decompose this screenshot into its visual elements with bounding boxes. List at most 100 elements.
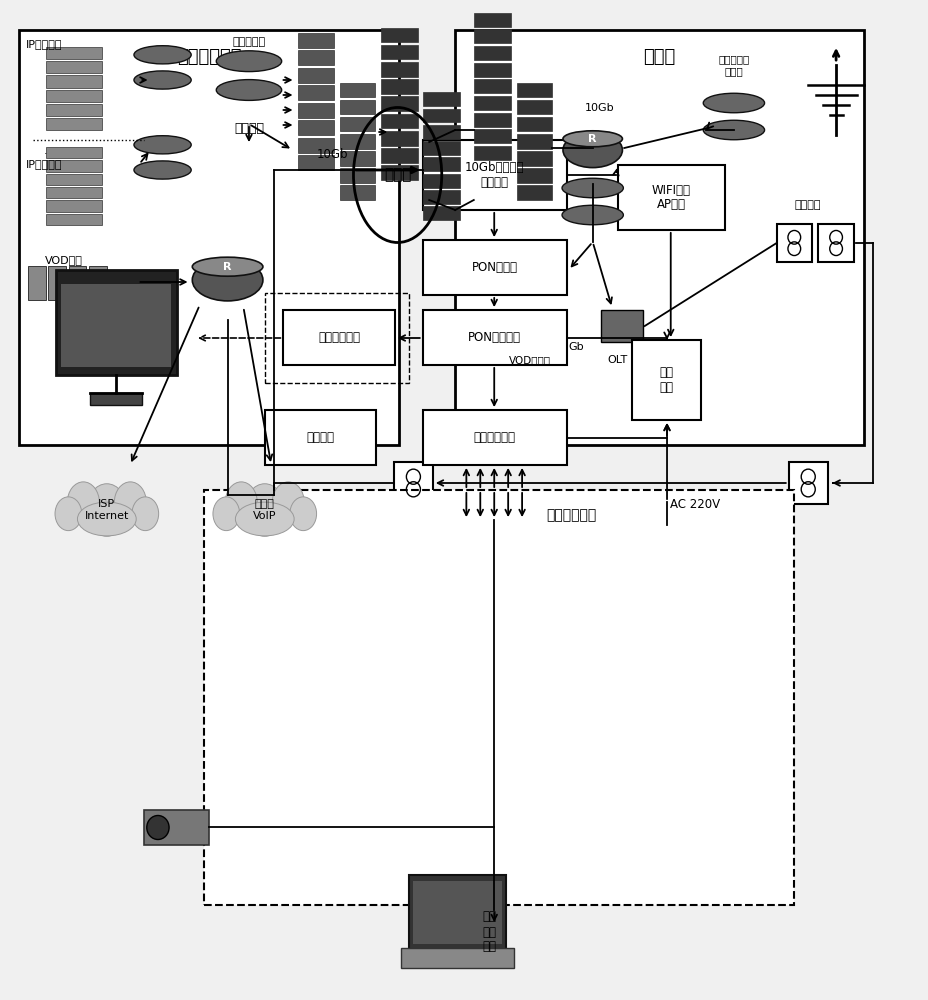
FancyBboxPatch shape — [516, 117, 551, 131]
FancyBboxPatch shape — [28, 266, 45, 300]
Ellipse shape — [216, 80, 281, 100]
FancyBboxPatch shape — [46, 174, 102, 185]
FancyBboxPatch shape — [422, 125, 459, 139]
Ellipse shape — [702, 120, 764, 140]
FancyBboxPatch shape — [422, 157, 459, 171]
FancyBboxPatch shape — [788, 462, 827, 504]
FancyBboxPatch shape — [516, 83, 551, 97]
Ellipse shape — [134, 161, 191, 179]
FancyBboxPatch shape — [298, 103, 333, 117]
FancyBboxPatch shape — [380, 148, 418, 163]
FancyBboxPatch shape — [298, 33, 333, 47]
FancyBboxPatch shape — [401, 948, 513, 968]
Ellipse shape — [55, 497, 82, 531]
Ellipse shape — [134, 71, 191, 89]
FancyBboxPatch shape — [144, 810, 209, 845]
FancyBboxPatch shape — [422, 310, 566, 365]
FancyBboxPatch shape — [631, 340, 701, 420]
Text: 10Gb: 10Gb — [584, 103, 613, 113]
FancyBboxPatch shape — [600, 310, 642, 342]
FancyBboxPatch shape — [516, 151, 551, 166]
FancyBboxPatch shape — [422, 92, 459, 106]
FancyBboxPatch shape — [473, 96, 510, 110]
FancyBboxPatch shape — [298, 68, 333, 83]
Ellipse shape — [702, 93, 764, 113]
Text: PON光模块: PON光模块 — [471, 261, 517, 274]
Text: WIFI无线
AP模块: WIFI无线 AP模块 — [651, 184, 690, 212]
Ellipse shape — [216, 51, 281, 72]
FancyBboxPatch shape — [69, 266, 86, 300]
Text: 光合波器: 光合波器 — [794, 200, 820, 210]
FancyBboxPatch shape — [473, 13, 510, 27]
FancyBboxPatch shape — [380, 62, 418, 77]
FancyBboxPatch shape — [473, 112, 510, 127]
FancyBboxPatch shape — [546, 310, 561, 340]
FancyBboxPatch shape — [422, 109, 459, 122]
FancyBboxPatch shape — [473, 29, 510, 43]
FancyBboxPatch shape — [46, 200, 102, 212]
Ellipse shape — [77, 502, 136, 536]
Text: 10Gb光接收和
处理模块: 10Gb光接收和 处理模块 — [464, 161, 524, 189]
FancyBboxPatch shape — [340, 185, 375, 200]
FancyBboxPatch shape — [422, 174, 459, 188]
Text: VOD平台: VOD平台 — [45, 255, 83, 265]
Ellipse shape — [225, 482, 257, 523]
FancyBboxPatch shape — [473, 62, 510, 77]
FancyBboxPatch shape — [509, 310, 524, 340]
FancyBboxPatch shape — [46, 61, 102, 73]
FancyBboxPatch shape — [422, 206, 459, 220]
FancyBboxPatch shape — [204, 490, 793, 905]
FancyBboxPatch shape — [422, 190, 459, 204]
FancyBboxPatch shape — [56, 270, 176, 375]
Text: IP编码复用: IP编码复用 — [26, 39, 62, 49]
Text: 数据发送前端: 数据发送前端 — [176, 48, 241, 66]
Ellipse shape — [192, 259, 263, 301]
FancyBboxPatch shape — [473, 129, 510, 143]
FancyBboxPatch shape — [298, 50, 333, 65]
FancyBboxPatch shape — [527, 310, 543, 340]
FancyBboxPatch shape — [473, 46, 510, 60]
Ellipse shape — [561, 205, 623, 225]
Text: 其它
数据
接口: 其它 数据 接口 — [482, 910, 496, 954]
FancyBboxPatch shape — [455, 30, 863, 445]
Text: Gb: Gb — [568, 342, 583, 352]
FancyBboxPatch shape — [380, 28, 418, 42]
Text: VOD分平台: VOD分平台 — [508, 355, 550, 365]
FancyBboxPatch shape — [818, 224, 853, 262]
FancyBboxPatch shape — [413, 881, 501, 944]
Text: 传输网: 传输网 — [383, 167, 411, 182]
FancyBboxPatch shape — [380, 45, 418, 59]
FancyBboxPatch shape — [46, 90, 102, 102]
FancyBboxPatch shape — [298, 85, 333, 100]
FancyBboxPatch shape — [89, 266, 107, 300]
FancyBboxPatch shape — [46, 118, 102, 130]
FancyBboxPatch shape — [408, 875, 506, 950]
FancyBboxPatch shape — [46, 187, 102, 198]
Ellipse shape — [192, 257, 263, 276]
Text: 网络交换模块: 网络交换模块 — [473, 431, 515, 444]
FancyBboxPatch shape — [19, 30, 399, 445]
Ellipse shape — [290, 497, 316, 531]
FancyBboxPatch shape — [422, 240, 566, 295]
FancyBboxPatch shape — [46, 214, 102, 225]
Circle shape — [147, 816, 169, 840]
Ellipse shape — [134, 136, 191, 154]
FancyBboxPatch shape — [340, 100, 375, 114]
Ellipse shape — [562, 131, 622, 147]
FancyBboxPatch shape — [298, 120, 333, 135]
FancyBboxPatch shape — [422, 141, 459, 155]
FancyBboxPatch shape — [380, 131, 418, 146]
Text: 媒体处理芯片: 媒体处理芯片 — [317, 331, 360, 344]
FancyBboxPatch shape — [516, 134, 551, 149]
FancyBboxPatch shape — [422, 410, 566, 465]
Text: AC 220V: AC 220V — [669, 498, 719, 512]
Ellipse shape — [244, 484, 285, 536]
FancyBboxPatch shape — [340, 151, 375, 166]
FancyBboxPatch shape — [61, 284, 171, 367]
FancyBboxPatch shape — [380, 96, 418, 111]
FancyBboxPatch shape — [473, 79, 510, 93]
FancyBboxPatch shape — [46, 75, 102, 88]
Text: R: R — [223, 262, 232, 272]
Ellipse shape — [235, 502, 294, 536]
Ellipse shape — [67, 482, 99, 523]
